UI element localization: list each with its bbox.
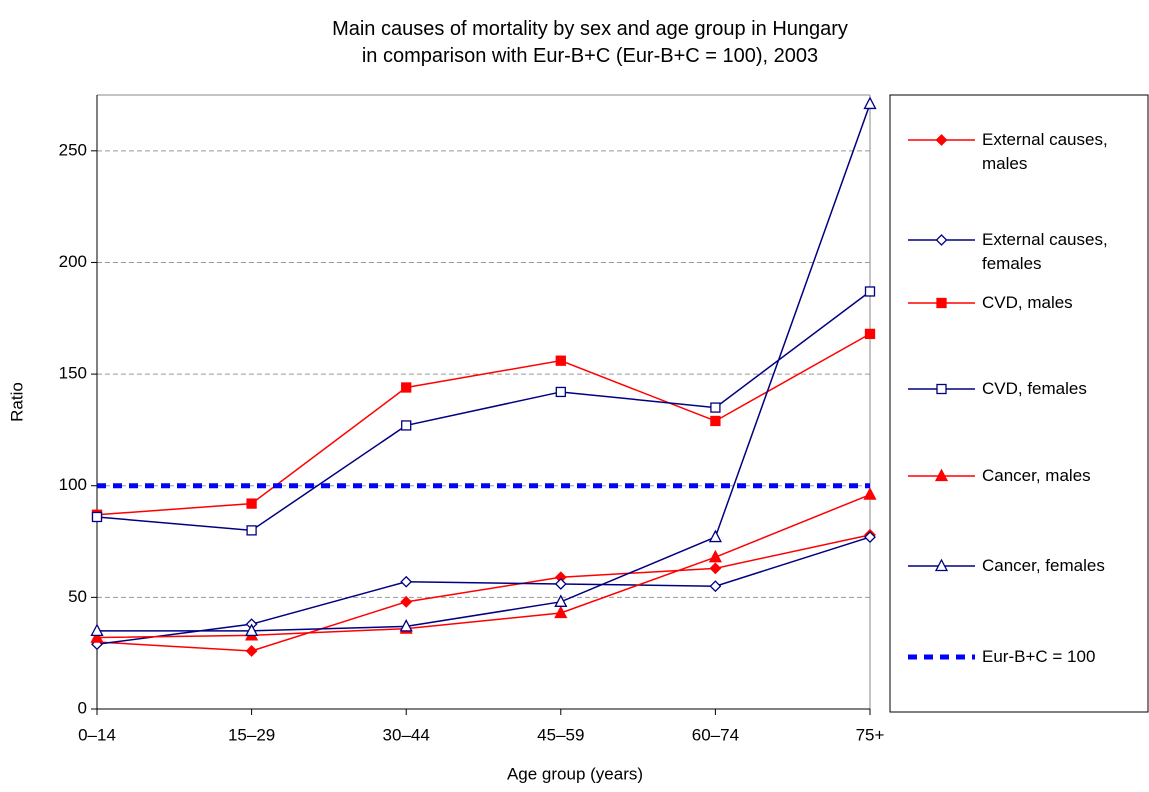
data-point xyxy=(864,531,876,543)
data-point xyxy=(246,498,257,509)
x-tick-label: 0–14 xyxy=(78,725,116,744)
data-point xyxy=(708,529,722,543)
legend-marker xyxy=(935,234,948,246)
data-point xyxy=(710,402,721,413)
data-point xyxy=(246,525,257,536)
y-tick-label: 150 xyxy=(59,364,87,383)
data-point xyxy=(90,623,104,637)
data-point xyxy=(555,386,566,398)
data-point xyxy=(400,575,413,588)
series-line xyxy=(96,536,871,645)
data-point xyxy=(400,595,413,608)
legend-label: External causes, males xyxy=(982,130,1108,173)
series-line xyxy=(96,290,871,532)
series-line xyxy=(96,333,871,516)
x-tick-label: 15–29 xyxy=(228,725,275,744)
legend-label: CVD, males xyxy=(982,293,1073,312)
legend-label: Cancer, males xyxy=(982,466,1091,485)
y-tick-label: 200 xyxy=(59,252,87,271)
data-point xyxy=(709,562,722,575)
x-tick-label: 60–74 xyxy=(692,725,739,744)
series-line xyxy=(96,534,871,652)
legend-marker xyxy=(936,383,947,395)
data-point xyxy=(245,645,258,657)
legend-box xyxy=(889,94,1149,713)
data-point xyxy=(709,580,722,593)
legend-marker xyxy=(934,558,949,572)
legend-label: Cancer, females xyxy=(982,556,1105,575)
data-point xyxy=(554,594,568,607)
data-point xyxy=(90,630,104,643)
data-point xyxy=(864,328,876,340)
data-point xyxy=(863,96,877,110)
data-point xyxy=(401,420,412,431)
data-point xyxy=(91,511,103,523)
data-point xyxy=(401,382,412,393)
data-point xyxy=(555,355,566,366)
series-line xyxy=(96,493,871,639)
data-point xyxy=(399,618,413,632)
legend-marker xyxy=(936,297,947,309)
y-tick-label: 50 xyxy=(68,587,87,606)
legend-marker xyxy=(935,134,948,146)
data-point xyxy=(710,415,721,427)
legend-label: Eur-B+C = 100 xyxy=(982,647,1096,666)
legend-label: External causes, females xyxy=(982,230,1108,273)
y-tick-label: 250 xyxy=(59,140,87,159)
data-point xyxy=(554,605,568,619)
data-point xyxy=(245,623,259,637)
y-axis-label: Ratio xyxy=(7,382,26,422)
x-tick-label: 45–59 xyxy=(537,725,584,744)
legend-label: CVD, females xyxy=(982,379,1087,398)
y-tick-label: 100 xyxy=(59,475,87,494)
y-tick-label: 0 xyxy=(78,698,87,717)
x-tick-label: 30–44 xyxy=(383,725,430,744)
data-point xyxy=(554,578,567,590)
x-tick-label: 75+ xyxy=(856,725,885,744)
series-line xyxy=(97,103,871,632)
data-point xyxy=(863,487,877,500)
x-axis-label: Age group (years) xyxy=(507,764,643,783)
data-point xyxy=(864,286,876,297)
legend-marker xyxy=(934,468,949,482)
data-point xyxy=(708,549,722,563)
chart-title: Main causes of mortality by sex and age … xyxy=(332,18,848,67)
